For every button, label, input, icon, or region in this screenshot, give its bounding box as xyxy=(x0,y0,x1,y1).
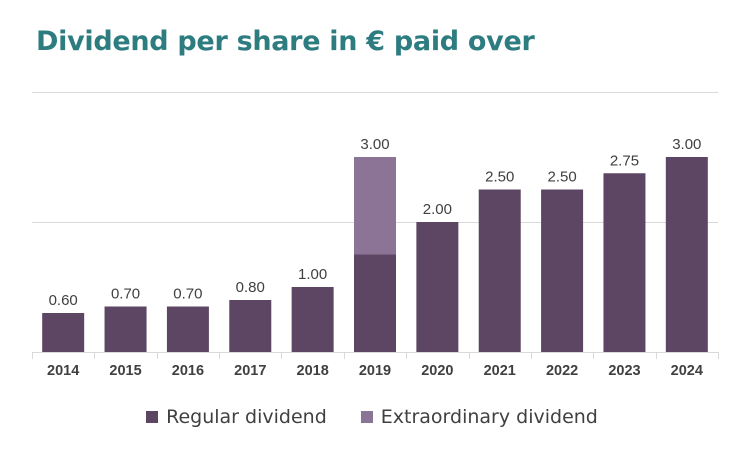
bar-2023-regular xyxy=(603,173,646,352)
value-label-2022: 2.50 xyxy=(547,169,576,186)
legend-swatch-regular xyxy=(146,411,159,423)
value-label-2019: 3.00 xyxy=(360,136,389,153)
x-tick-2020: 2020 xyxy=(421,363,453,379)
legend-item-extraordinary: Extraordinary dividend xyxy=(360,406,598,428)
legend-item-regular: Regular dividend xyxy=(146,406,327,428)
value-label-2014: 0.60 xyxy=(49,292,78,309)
value-label-2023: 2.75 xyxy=(610,152,639,169)
x-tick-2015: 2015 xyxy=(109,363,141,379)
x-tick-2017: 2017 xyxy=(234,363,266,379)
bar-2020-regular xyxy=(416,222,459,352)
legend-label-extraordinary: Extraordinary dividend xyxy=(380,406,598,428)
value-label-2016: 0.70 xyxy=(173,286,202,303)
bar-chart: 0.60 2014 0.70 2015 0.70 2016 0.80 2017 1.00 2018… xyxy=(32,92,719,379)
x-tick-2018: 2018 xyxy=(297,363,329,379)
value-label-2017: 0.80 xyxy=(236,279,265,296)
bar-2014-regular xyxy=(42,313,85,352)
legend-swatch-extraordinary xyxy=(360,411,373,423)
value-label-2020: 2.00 xyxy=(423,201,452,218)
legend-label-regular: Regular dividend xyxy=(166,406,327,428)
bar-2018-regular xyxy=(291,287,334,352)
bar-2022-regular xyxy=(541,189,584,352)
value-label-2018: 1.00 xyxy=(298,266,327,283)
value-label-2021: 2.50 xyxy=(485,169,514,186)
x-tick-2019: 2019 xyxy=(359,363,391,379)
x-tick-2022: 2022 xyxy=(546,363,578,379)
bar-2017-regular xyxy=(229,300,272,352)
x-tick-2014: 2014 xyxy=(47,363,79,379)
bar-2019-extraordinary xyxy=(354,157,396,255)
bar-2021-regular xyxy=(478,189,521,352)
x-tick-2024: 2024 xyxy=(671,363,703,379)
legend: Regular dividend Extraordinary dividend xyxy=(0,406,744,428)
bar-2024-regular xyxy=(665,157,708,352)
chart-title: Dividend per share in € paid over xyxy=(36,26,535,57)
x-tick-2023: 2023 xyxy=(608,363,640,379)
bar-2015-regular xyxy=(104,306,147,352)
value-label-2015: 0.70 xyxy=(111,286,140,303)
value-label-2024: 3.00 xyxy=(672,136,701,153)
bar-2019-regular xyxy=(354,254,396,352)
x-tick-2021: 2021 xyxy=(484,363,516,379)
x-tick-2016: 2016 xyxy=(172,363,204,379)
bar-2016-regular xyxy=(166,306,209,352)
